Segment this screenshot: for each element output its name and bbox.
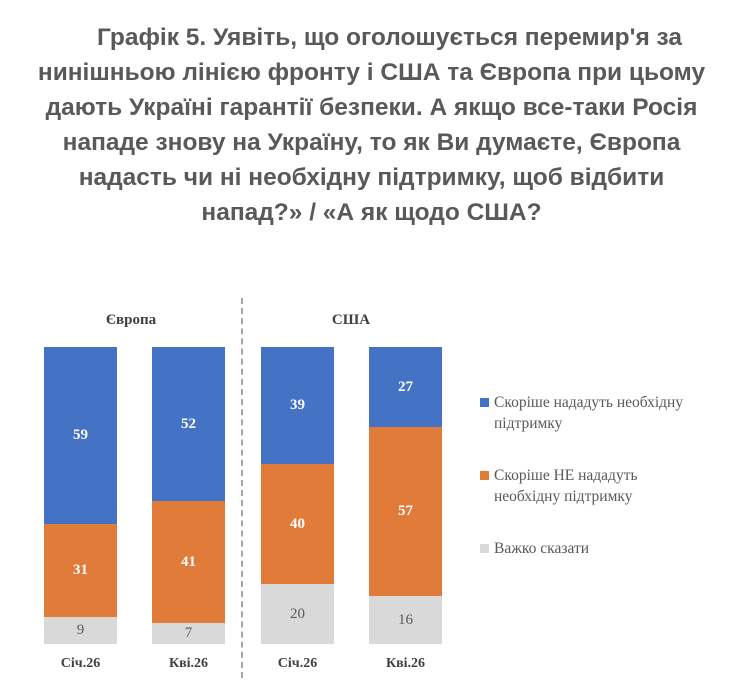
x-tick-label: Кві.26	[385, 656, 426, 671]
legend-label: Скоріше НЕ нададуть	[494, 467, 638, 484]
bar-segment: 39	[261, 347, 334, 464]
data-label: 59	[73, 427, 88, 443]
legend-swatch	[480, 544, 489, 553]
bar-stack: 52 41 7	[152, 347, 225, 644]
data-label: 7	[184, 625, 193, 642]
bar-segment: 9	[44, 617, 117, 644]
legend-swatch	[480, 471, 489, 480]
bar-segment: 16	[369, 596, 442, 644]
data-label: 31	[73, 562, 88, 578]
bar-segment: 27	[369, 347, 442, 428]
data-label: 40	[290, 515, 305, 532]
x-tick-label: Кві.26	[168, 656, 209, 671]
bar-segment: 31	[44, 524, 117, 617]
group-divider	[241, 298, 243, 678]
legend-swatch	[480, 398, 489, 407]
title-line: Графік 5. Уявіть, що оголошується переми…	[96, 24, 683, 51]
bar-stack: 59 31 9	[44, 347, 117, 644]
data-label: 52	[181, 415, 196, 432]
group-label-usa: США	[331, 312, 371, 328]
data-label: 9	[76, 622, 85, 638]
title-line: нападе знову на Україну, то як Ви думаєт…	[62, 129, 681, 156]
data-label: 41	[181, 553, 196, 570]
data-label: 20	[290, 605, 305, 622]
chart-title: Графік 5. Уявіть, що оголошується переми…	[0, 20, 743, 230]
x-tick-label: Січ.26	[277, 656, 318, 671]
legend-item: Важко сказати	[480, 538, 734, 559]
legend-item: Скоріше нададуть необхідну підтримку	[480, 392, 734, 434]
legend-label: Скоріше нададуть необхідну	[494, 394, 684, 411]
title-line: дають Україні гарантії безпеки. А якщо в…	[45, 94, 698, 121]
bar-segment: 7	[152, 623, 225, 644]
data-label: 57	[398, 503, 413, 520]
legend-label: Важко сказати	[494, 540, 590, 557]
bar-segment: 40	[261, 464, 334, 584]
legend-label: підтримку	[494, 415, 563, 432]
group-label-europe: Європа	[105, 312, 157, 328]
bar-segment: 52	[152, 347, 225, 502]
bar-stack: 27 57 16	[369, 347, 442, 644]
bar-segment: 20	[261, 584, 334, 644]
bar-segment: 59	[44, 347, 117, 524]
x-tick-label: Січ.26	[60, 656, 101, 671]
bar-stack: 39 40 20	[261, 347, 334, 644]
bar-segment: 57	[369, 427, 442, 597]
data-label: 39	[290, 397, 305, 413]
legend-label: необхідну підтримку	[494, 488, 633, 505]
data-label: 16	[398, 611, 413, 628]
bar-segment: 41	[152, 501, 225, 624]
legend-item: Скоріше НЕ нададуть необхідну підтримку	[480, 465, 734, 507]
title-line: напад?» / «А як щодо США?	[201, 199, 542, 226]
data-label: 27	[398, 378, 413, 395]
title-line: надасть чи ні необхідну підтримку, щоб в…	[78, 164, 665, 191]
title-line: нинішньою лінією фронту і США та Європа …	[37, 59, 706, 86]
